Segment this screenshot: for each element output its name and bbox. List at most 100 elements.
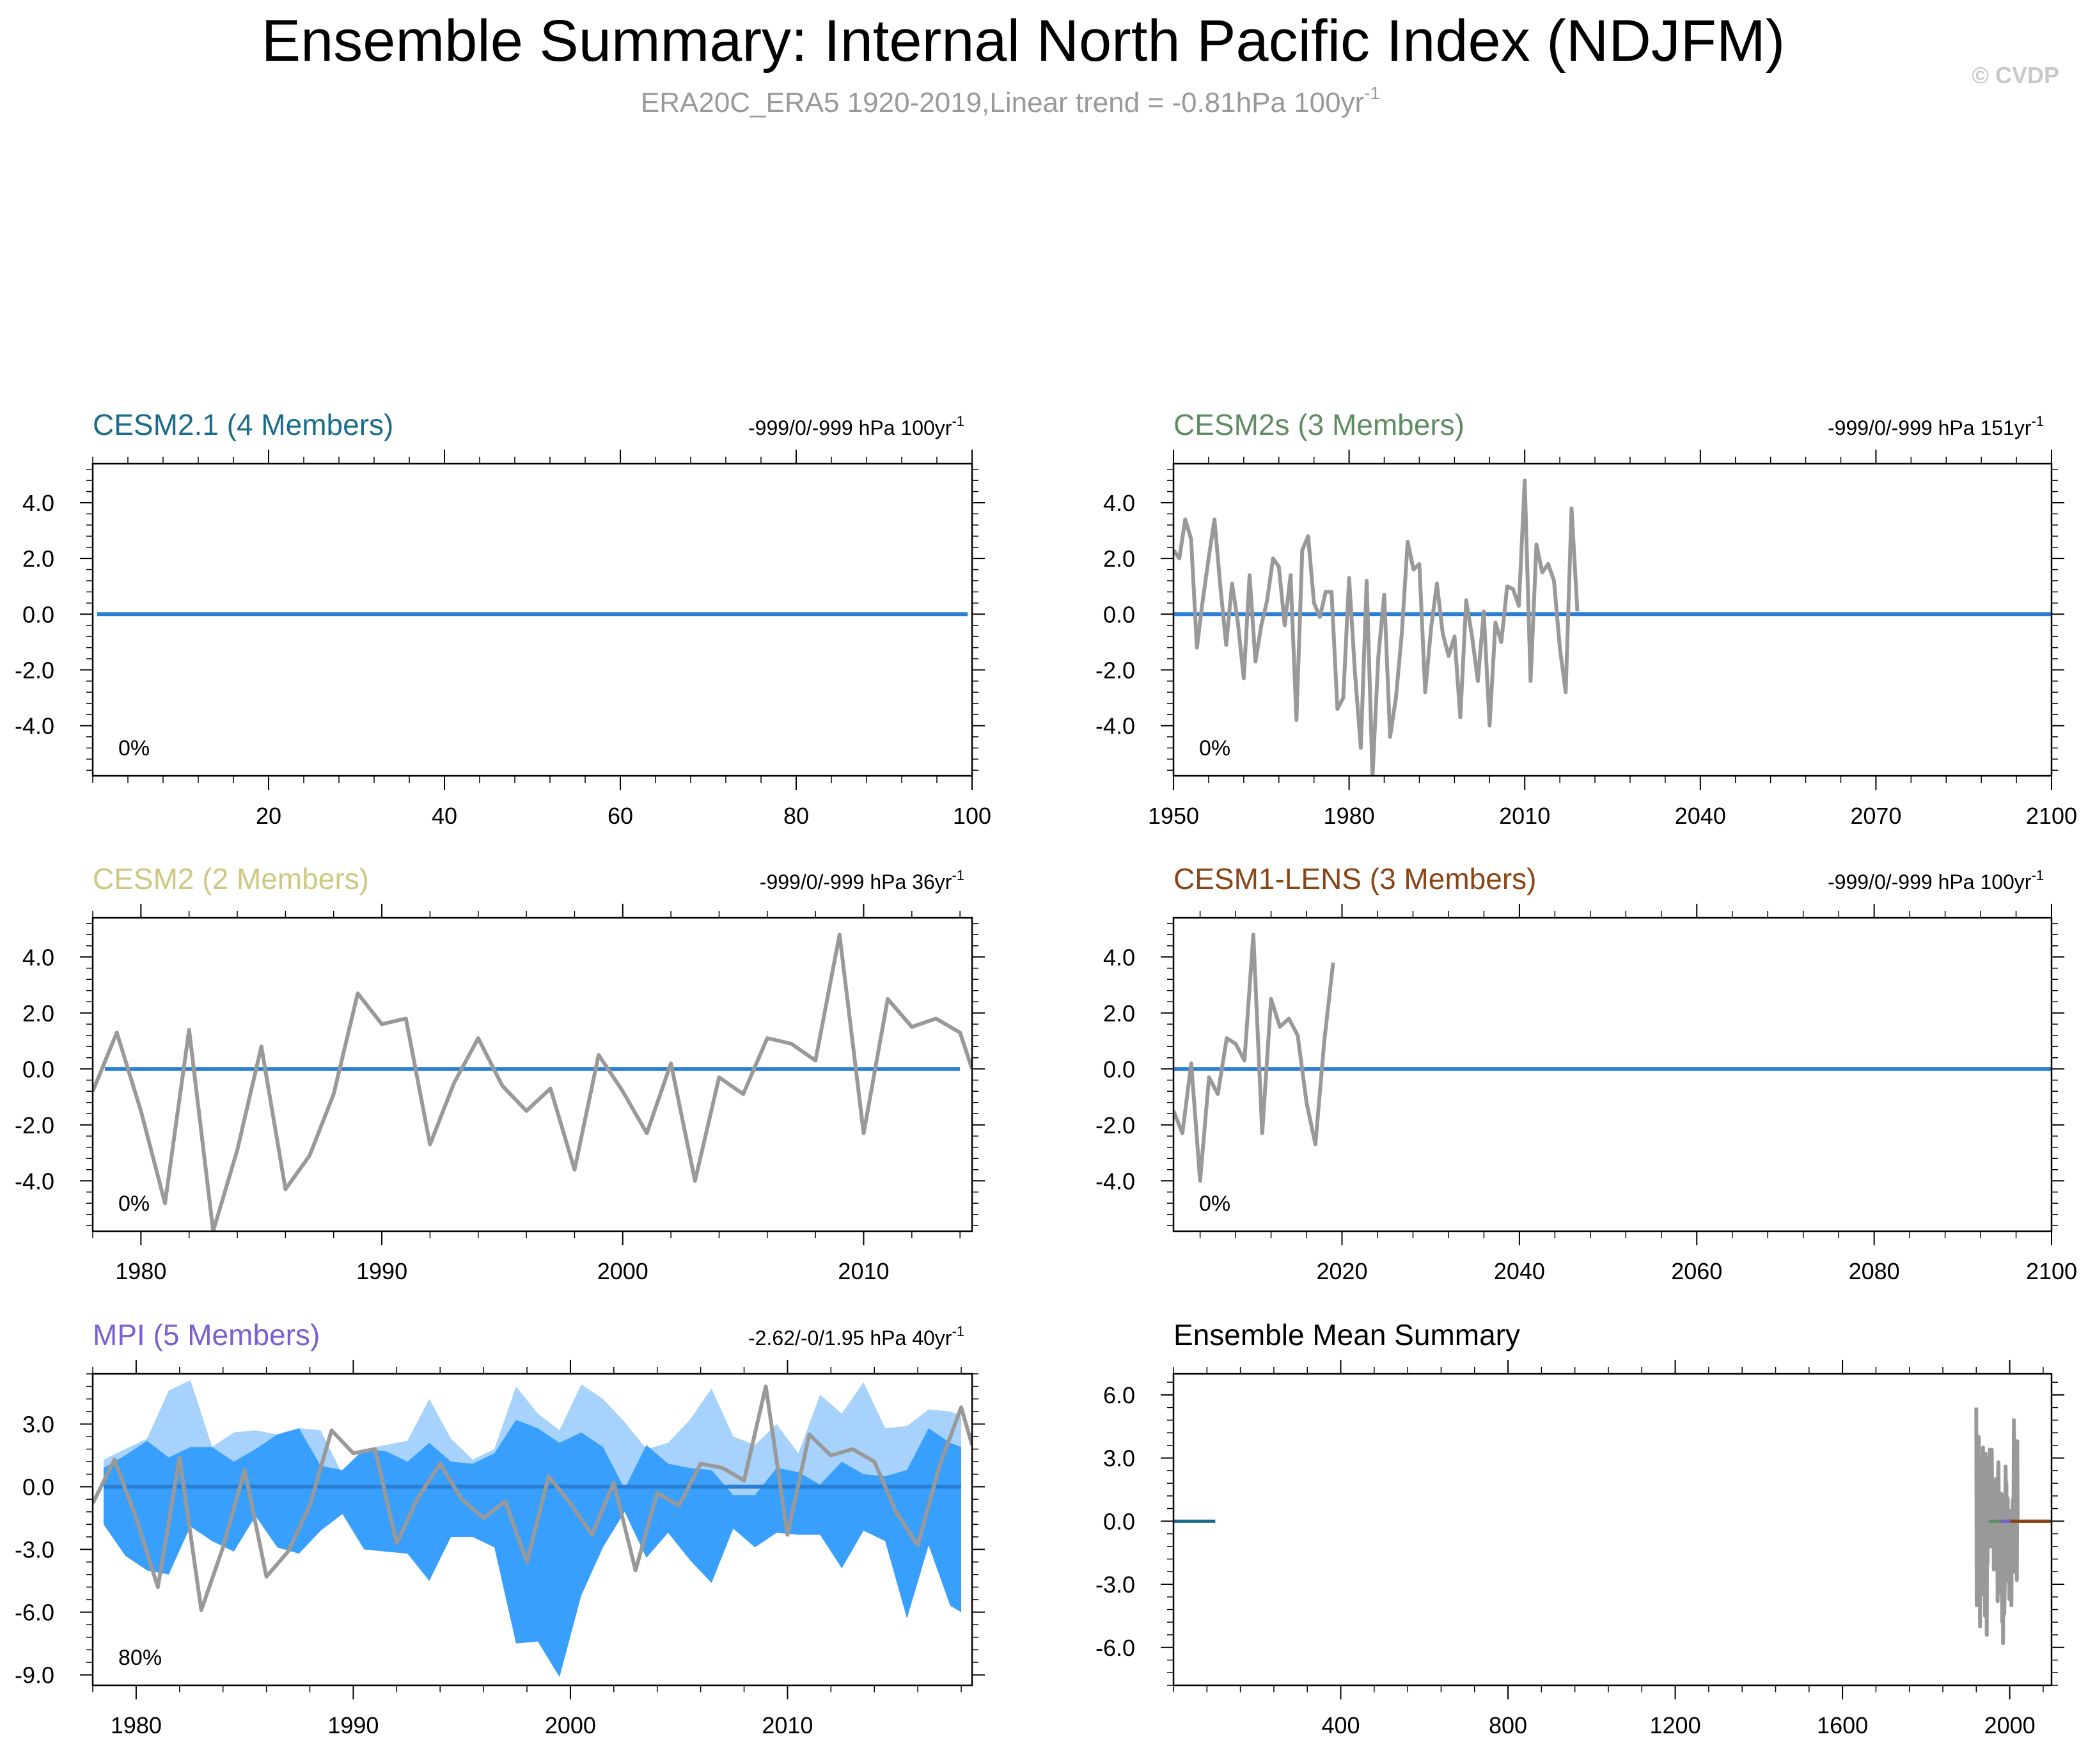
- panel-cesm2: 1980 1990 2000 2010 4.0 2.0 0.0 -2.0 -4.0 CESM2 (…: [15, 862, 985, 1284]
- plot-area-mpi: [93, 1380, 972, 1677]
- plot-frame: [91, 1373, 973, 1687]
- observed-series-line: [1974, 1407, 2020, 1646]
- x-tick-label: 2000: [597, 1258, 648, 1284]
- y-tick-label: -3.0: [15, 1537, 54, 1563]
- panel-title: CESM1-LENS (3 Members): [1174, 862, 1536, 895]
- x-tick-label: 1990: [327, 1712, 379, 1738]
- x-tick-label: 1990: [356, 1258, 407, 1284]
- percent-label: 0%: [1199, 736, 1230, 760]
- trend-label: -999/0/-999 hPa 36yr-1: [760, 867, 964, 894]
- x-tick-label: 400: [1321, 1712, 1360, 1738]
- observed-series-line: [93, 933, 972, 1231]
- panel-summary: 400 800 1200 1600 2000 6.0 3.0 0.0 -3.0 -6.0 Ensem…: [1095, 1318, 2064, 1738]
- y-tick-label: 4.0: [22, 944, 54, 970]
- plot-frame: [91, 462, 973, 777]
- plot-area-cesm2: [93, 933, 972, 1231]
- x-tick-label: 20: [256, 803, 281, 829]
- x-tick-label: 1200: [1650, 1712, 1701, 1738]
- x-tick-label: 2070: [1850, 803, 1901, 829]
- panel-cesm21: 20 40 60 80 100 4.0 2.0 0.0 -2.0 -4.0 CESM2.1 (4 M…: [15, 408, 991, 829]
- y-tick-label: -6.0: [15, 1600, 54, 1626]
- y-tick-label: 2.0: [22, 546, 54, 572]
- trend-label-text: -999/0/-999 hPa 100yr: [748, 416, 952, 439]
- trend-label-sup: -1: [2031, 867, 2044, 883]
- trend-label-text: -999/0/-999 hPa 100yr: [1828, 870, 2032, 894]
- trend-label-text: -999/0/-999 hPa 36yr: [760, 870, 952, 894]
- x-tick-label: 2100: [2026, 803, 2077, 829]
- trend-label-sup: -1: [2031, 413, 2044, 429]
- y-tick-label: -2.0: [15, 657, 54, 683]
- y-tick-label: 0.0: [22, 1474, 54, 1500]
- y-tick-label: 3.0: [1103, 1445, 1135, 1472]
- plot-area-cesm2s: [1174, 478, 2052, 776]
- y-tick-label: 0.0: [1103, 601, 1135, 627]
- y-tick-label: 2.0: [1103, 546, 1135, 572]
- trend-label-sup: -1: [952, 413, 964, 429]
- y-tick-label: 0.0: [1103, 1056, 1135, 1082]
- x-tick-label: 40: [432, 803, 457, 829]
- panel-title: MPI (5 Members): [93, 1318, 320, 1351]
- trend-label: -999/0/-999 hPa 100yr-1: [748, 413, 964, 439]
- y-tick-label: 4.0: [22, 490, 54, 516]
- x-tick-label: 80: [783, 803, 809, 829]
- panel-title: CESM2s (3 Members): [1174, 408, 1464, 441]
- y-tick-label: -9.0: [15, 1662, 54, 1689]
- panel-mpi: 1980 1990 2000 2010 3.0 0.0 -3.0 -6.0 -9.0 MPI (5…: [15, 1318, 985, 1738]
- copyright-label: © CVDP: [1972, 62, 2059, 88]
- panel-title: CESM2.1 (4 Members): [93, 408, 393, 441]
- panel-cesm1lens: 2020 2040 2060 2080 2100 4.0 2.0 0.0 -2.0 -4.0 CES…: [1095, 862, 2077, 1284]
- y-tick-label: 4.0: [1103, 490, 1135, 516]
- y-tick-label: -2.0: [1095, 1112, 1135, 1138]
- x-tick-label: 2000: [545, 1712, 596, 1738]
- figure-subtitle-text: ERA20C_ERA5 1920-2019,Linear trend = -0.…: [641, 87, 1364, 118]
- y-tick-label: -4.0: [15, 1168, 54, 1194]
- percent-label: 0%: [1199, 1192, 1230, 1216]
- x-tick-label: 2020: [1316, 1258, 1367, 1284]
- x-tick-label: 1950: [1148, 803, 1199, 829]
- x-tick-label: 100: [953, 803, 991, 829]
- x-tick-label: 2040: [1675, 803, 1726, 829]
- plot-frame: [1172, 462, 2053, 777]
- x-tick-label: 2060: [1671, 1258, 1722, 1284]
- y-tick-label: 0.0: [1103, 1508, 1135, 1534]
- y-tick-label: 0.0: [22, 601, 54, 627]
- x-tick-label: 1980: [111, 1712, 162, 1738]
- trend-label: -2.62/-0/1.95 hPa 40yr-1: [748, 1323, 964, 1350]
- trend-label-sup: -1: [952, 1323, 964, 1339]
- y-tick-label: 3.0: [22, 1411, 54, 1437]
- observed-series-line: [1174, 478, 1580, 776]
- observed-series-line: [1174, 933, 1335, 1183]
- y-tick-label: 6.0: [1103, 1382, 1135, 1408]
- x-tick-label: 2080: [1849, 1258, 1900, 1284]
- y-tick-label: -4.0: [1095, 713, 1135, 739]
- figure-subtitle: ERA20C_ERA5 1920-2019,Linear trend = -0.…: [641, 83, 1380, 118]
- trend-label-text: -2.62/-0/1.95 hPa 40yr: [748, 1327, 952, 1350]
- y-tick-label: -4.0: [1095, 1168, 1135, 1194]
- panel-cesm2s: 1950 1980 2010 2040 2070 2100 4.0 2.0 0.0 -2.0 -4.…: [1095, 408, 2077, 829]
- y-tick-label: 4.0: [1103, 944, 1135, 970]
- observed-series-line: [93, 1384, 972, 1612]
- plot-frame: [1172, 1373, 2053, 1687]
- y-tick-label: -2.0: [15, 1112, 54, 1138]
- x-tick-label: 1980: [115, 1258, 166, 1284]
- x-tick-label: 800: [1489, 1712, 1527, 1738]
- figure-subtitle-sup: -1: [1364, 83, 1380, 103]
- y-tick-label: -3.0: [1095, 1571, 1135, 1598]
- trend-label-sup: -1: [952, 867, 964, 883]
- figure-title: Ensemble Summary: Internal North Pacific…: [262, 8, 1785, 74]
- x-tick-label: 2100: [2026, 1258, 2077, 1284]
- y-tick-label: -6.0: [1095, 1635, 1135, 1661]
- percent-label: 0%: [118, 736, 150, 760]
- x-tick-label: 1600: [1817, 1712, 1868, 1738]
- plot-area-summary: [1174, 1407, 2052, 1646]
- trend-label-text: -999/0/-999 hPa 151yr: [1828, 416, 2032, 439]
- x-tick-label: 1980: [1324, 803, 1375, 829]
- y-tick-label: 0.0: [22, 1056, 54, 1082]
- plot-area-cesm1lens: [1174, 933, 2052, 1183]
- percent-label: 0%: [118, 1192, 150, 1216]
- percent-label: 80%: [118, 1646, 162, 1670]
- y-tick-label: -4.0: [15, 713, 54, 739]
- y-tick-label: 2.0: [1103, 1000, 1135, 1027]
